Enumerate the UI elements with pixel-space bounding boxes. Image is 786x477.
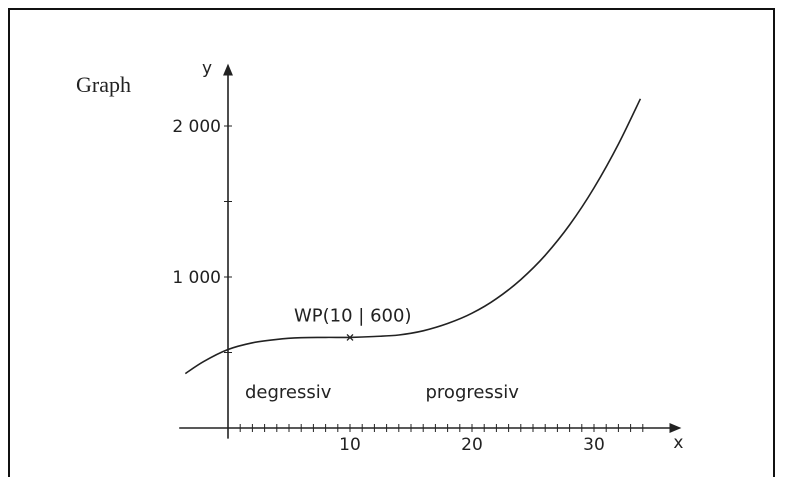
y-axis-ticks: 1 000 2 000 (172, 117, 232, 353)
x-tick-label: 30 (583, 435, 605, 455)
y-tick-label: 1 000 (172, 268, 221, 288)
x-axis-label: x (673, 433, 683, 453)
annotation-degressiv: degressiv (245, 382, 332, 403)
function-curve (184, 98, 642, 375)
graph-title: Graph (76, 72, 131, 97)
y-axis-label: y (202, 59, 212, 79)
inflection-point-label: WP(10 | 600) (294, 305, 411, 326)
figure-frame (8, 8, 775, 477)
x-tick-label: 10 (339, 435, 361, 455)
y-tick-label: 2 000 (172, 117, 221, 137)
inflection-point-marker (346, 333, 354, 341)
x-axis-ticks: 10 20 30 (239, 424, 644, 455)
annotation-progressiv: progressiv (426, 382, 520, 403)
x-tick-label: 20 (461, 435, 483, 455)
inflection-point-mark (346, 333, 354, 341)
